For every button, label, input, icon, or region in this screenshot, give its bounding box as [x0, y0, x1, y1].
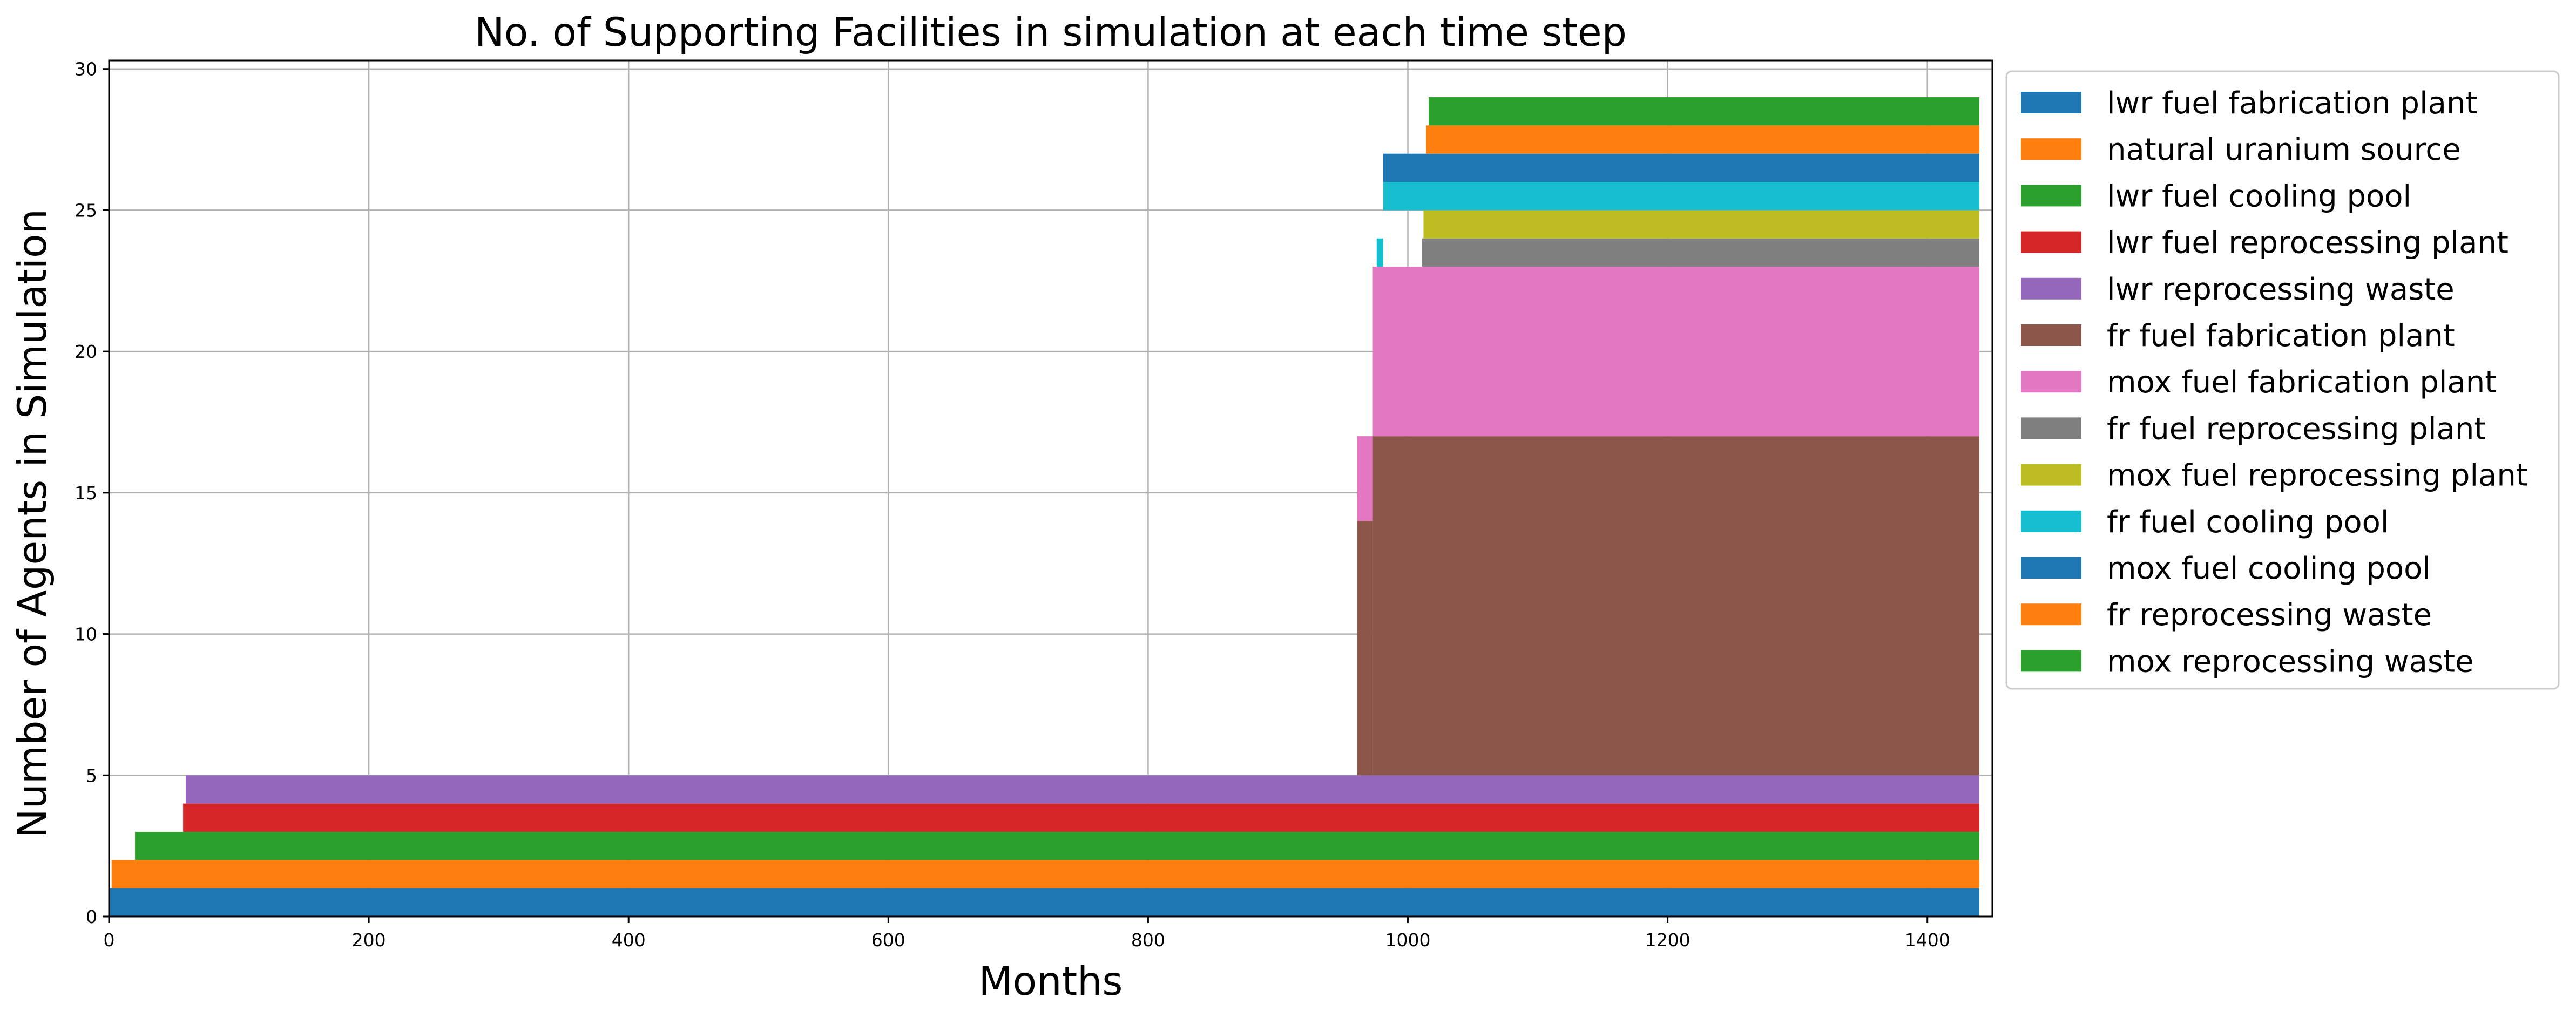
x-tick-label: 600 — [871, 929, 905, 951]
area-series-7-segment-0 — [1422, 238, 1979, 267]
area-series-5-segment-1 — [1372, 436, 1979, 776]
legend-swatch — [2021, 324, 2081, 346]
y-tick-label: 5 — [86, 765, 97, 786]
area-series-4-segment-0 — [185, 775, 1979, 804]
legend-entry: mox fuel reprocessing plant — [2107, 458, 2528, 493]
legend-entry: mox reprocessing waste — [2107, 644, 2474, 679]
legend-swatch — [2021, 231, 2081, 253]
area-series-2-segment-0 — [135, 831, 1979, 860]
area-series-3-segment-0 — [183, 803, 1979, 832]
legend-entry: mox fuel fabrication plant — [2107, 365, 2497, 400]
legend-entry: fr fuel reprocessing plant — [2107, 411, 2486, 446]
y-tick-label: 0 — [86, 906, 97, 927]
x-tick-label: 1400 — [1905, 929, 1950, 951]
x-tick-label: 400 — [612, 929, 646, 951]
area-series-5-segment-0 — [1357, 521, 1373, 776]
legend: lwr fuel fabrication plant natural uraniu… — [2005, 70, 2560, 690]
axis-ticks: 0 200 400 600 800 1000 1200 1400 0 5 10 15 20 25 30 — [75, 59, 1950, 951]
y-tick-label: 20 — [75, 341, 97, 362]
legend-entry: mox fuel cooling pool — [2107, 551, 2431, 586]
legend-swatch — [2021, 650, 2081, 672]
area-series-10-segment-0 — [1383, 153, 1979, 182]
area-series-0-segment-0 — [109, 888, 1979, 917]
legend-entry: fr fuel fabrication plant — [2107, 318, 2455, 354]
legend-swatch — [2021, 371, 2081, 393]
x-tick-label: 800 — [1131, 929, 1165, 951]
legend-entry: natural uranium source — [2107, 132, 2461, 167]
x-tick-label: 1000 — [1385, 929, 1431, 951]
legend-entry: lwr reprocessing waste — [2107, 272, 2455, 307]
x-tick-label: 0 — [104, 929, 115, 951]
y-axis-title: Number of Agents in Simulation — [10, 209, 56, 838]
legend-entry: lwr fuel cooling pool — [2107, 179, 2411, 214]
legend-swatch — [2021, 92, 2081, 113]
area-series-12-segment-0 — [1429, 97, 1979, 126]
legend-swatch — [2021, 603, 2081, 626]
plot-area — [109, 97, 1979, 917]
x-axis-title: Months — [979, 959, 1123, 1005]
y-tick-label: 10 — [75, 624, 97, 645]
plot-frame — [108, 59, 1993, 918]
area-series-1-segment-0 — [111, 860, 1979, 888]
legend-entry: lwr fuel fabrication plant — [2107, 86, 2477, 121]
y-tick-label: 15 — [75, 483, 97, 504]
y-tick-label: 30 — [75, 59, 97, 80]
x-tick-label: 1200 — [1645, 929, 1691, 951]
legend-entry: fr fuel cooling pool — [2107, 505, 2389, 540]
legend-entry: lwr fuel reprocessing plant — [2107, 226, 2509, 261]
chart-title: No. of Supporting Facilities in simulati… — [475, 10, 1627, 56]
area-series-6-segment-0 — [1357, 436, 1373, 521]
y-tick-label: 25 — [75, 200, 97, 221]
legend-swatch — [2021, 185, 2081, 207]
legend-swatch — [2021, 510, 2081, 532]
legend-swatch — [2021, 277, 2081, 300]
legend-swatch — [2021, 557, 2081, 579]
area-series-9-segment-0 — [1376, 238, 1383, 267]
legend-entry: fr reprocessing waste — [2107, 598, 2432, 633]
area-series-6-segment-1 — [1372, 267, 1979, 437]
area-series-11-segment-0 — [1426, 125, 1979, 154]
legend-swatch — [2021, 464, 2081, 486]
x-tick-label: 200 — [352, 929, 386, 951]
area-series-9-segment-1 — [1383, 182, 1979, 211]
legend-frame — [2005, 70, 2560, 690]
legend-swatch — [2021, 417, 2081, 439]
legend-swatch — [2021, 138, 2081, 160]
area-series-8-segment-0 — [1423, 210, 1979, 239]
